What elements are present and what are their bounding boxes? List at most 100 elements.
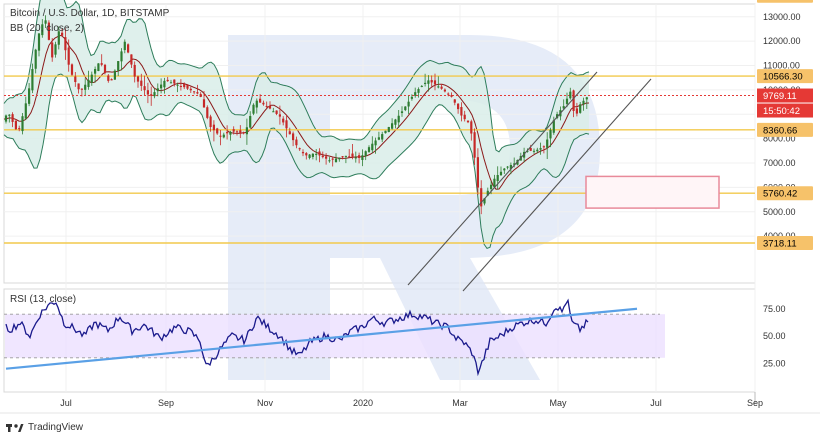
candle: [503, 167, 506, 174]
candle: [130, 54, 133, 69]
candle: [397, 109, 400, 129]
candle-body: [292, 133, 295, 141]
candle-body: [169, 82, 173, 84]
x-tick-label: Sep: [158, 398, 174, 408]
candle-body: [331, 158, 334, 160]
candle: [348, 149, 351, 158]
candle: [37, 33, 41, 57]
candle: [506, 166, 509, 170]
candle-body: [486, 190, 489, 196]
candle-body: [113, 70, 116, 80]
candle-body: [74, 76, 77, 83]
candle-body: [209, 116, 212, 128]
candle-body: [311, 153, 314, 157]
level-label-bg: [757, 186, 813, 201]
candle: [394, 118, 397, 129]
candle-body: [424, 82, 427, 84]
level-label-bg: [757, 235, 813, 250]
candle: [100, 54, 103, 67]
candle-body: [255, 100, 258, 108]
candle: [127, 43, 130, 54]
candle-body: [493, 178, 496, 188]
candle-body: [463, 114, 466, 120]
candle: [80, 88, 83, 97]
candle-body: [11, 114, 14, 122]
candle: [265, 101, 268, 108]
candle-body: [470, 121, 473, 134]
candle: [212, 120, 215, 142]
candle-body: [4, 115, 8, 122]
candle: [308, 153, 311, 160]
candle: [374, 137, 377, 154]
candle: [186, 84, 189, 91]
candle: [420, 85, 423, 88]
candle: [146, 82, 149, 104]
candle-body: [407, 101, 410, 107]
candle: [331, 156, 334, 167]
candle-body: [466, 120, 470, 123]
candle: [153, 88, 156, 99]
candle-body: [400, 111, 404, 114]
candle: [110, 78, 113, 81]
candle-body: [404, 106, 407, 111]
candle: [216, 127, 219, 135]
candle-body: [457, 103, 460, 110]
candle: [539, 142, 542, 155]
candle: [44, 15, 47, 29]
candle-body: [272, 111, 275, 113]
candle: [536, 147, 539, 154]
candle-body: [94, 69, 97, 74]
x-tick-label: Jul: [650, 398, 662, 408]
candle-body: [265, 105, 268, 107]
candle-body: [420, 85, 423, 87]
candle: [57, 26, 60, 50]
candle: [87, 70, 90, 90]
candle: [156, 83, 159, 97]
candle: [70, 63, 74, 76]
candle: [259, 94, 262, 103]
candle: [189, 86, 192, 93]
candle-body: [483, 198, 486, 204]
candle: [28, 82, 31, 107]
candle: [440, 83, 443, 90]
candle: [140, 73, 143, 92]
candle-body: [259, 98, 262, 103]
candle: [582, 97, 585, 111]
candle-body: [136, 76, 140, 82]
candle-body: [351, 153, 354, 157]
x-tick-label: Nov: [257, 398, 274, 408]
candle-body: [496, 175, 499, 182]
candle: [219, 130, 222, 146]
candle-body: [133, 64, 136, 77]
candle-body: [414, 92, 417, 96]
candle-body: [44, 20, 47, 24]
candle-body: [21, 116, 24, 132]
candle: [305, 152, 308, 160]
candle: [61, 28, 64, 37]
candle: [24, 96, 27, 120]
rsi-indicator-label: RSI (13, close): [10, 294, 77, 305]
candle-body: [18, 128, 21, 130]
x-tick-label: Jul: [60, 398, 72, 408]
candle: [166, 76, 169, 82]
candle: [183, 82, 186, 90]
rsi-trendline: [5, 307, 638, 370]
candle: [67, 39, 70, 72]
candle-body: [77, 83, 80, 90]
candle-body: [526, 150, 529, 152]
candle-body: [242, 132, 245, 134]
candle-body: [358, 155, 361, 158]
candle: [463, 110, 466, 122]
candle-body: [387, 127, 390, 133]
candle-body: [532, 150, 536, 152]
tradingview-logo[interactable]: TradingView: [6, 421, 83, 433]
candle-body: [183, 83, 186, 88]
candle-body: [556, 114, 559, 119]
candle: [351, 143, 354, 160]
y-tick-label: 5000.00: [763, 207, 796, 217]
candle-body: [308, 154, 311, 158]
candle: [278, 105, 281, 125]
candle: [169, 79, 173, 84]
candle: [315, 149, 318, 161]
